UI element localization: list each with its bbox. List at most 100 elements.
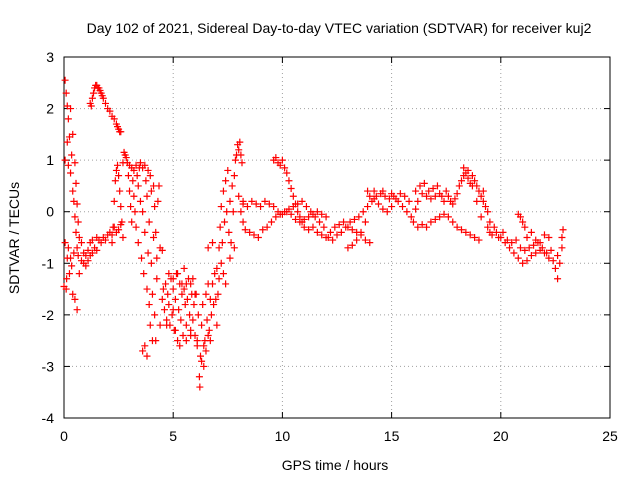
data-point	[187, 280, 195, 288]
data-point	[331, 223, 339, 231]
data-point	[128, 218, 136, 226]
data-point	[202, 290, 210, 298]
data-point	[206, 337, 214, 345]
data-point	[464, 174, 472, 182]
data-point	[457, 226, 465, 234]
data-point	[69, 187, 77, 195]
data-point	[226, 254, 234, 262]
data-point	[207, 311, 215, 319]
y-tick-label: -1	[42, 255, 55, 271]
data-point	[427, 218, 435, 226]
data-point	[230, 244, 238, 252]
data-point	[309, 223, 317, 231]
chart-title: Day 102 of 2021, Sidereal Day-to-day VTE…	[87, 20, 592, 36]
data-point	[165, 301, 173, 309]
data-point	[516, 244, 524, 252]
data-point	[141, 228, 149, 236]
data-point	[449, 218, 457, 226]
data-point	[466, 231, 474, 239]
data-point	[193, 337, 201, 345]
data-point	[117, 128, 125, 136]
data-point	[144, 249, 152, 257]
data-point	[219, 270, 227, 278]
data-point	[215, 244, 223, 252]
data-point	[143, 192, 151, 200]
data-point	[407, 213, 415, 221]
data-point	[423, 192, 431, 200]
data-point	[73, 200, 81, 208]
data-point	[388, 190, 396, 198]
data-point	[359, 208, 367, 216]
data-point	[536, 239, 544, 247]
data-point	[444, 213, 452, 221]
data-point	[159, 285, 167, 293]
data-point	[453, 190, 461, 198]
data-point	[61, 239, 69, 247]
data-point	[285, 177, 293, 185]
data-point	[429, 185, 437, 193]
data-point	[451, 195, 459, 203]
y-tick-label: 3	[46, 49, 54, 65]
data-point	[527, 228, 535, 236]
data-point	[209, 239, 217, 247]
data-point	[231, 156, 239, 164]
data-point	[350, 215, 358, 223]
data-point	[205, 326, 213, 334]
data-point	[146, 172, 154, 180]
data-point	[431, 215, 439, 223]
data-point	[392, 195, 400, 203]
data-point	[152, 228, 160, 236]
data-point	[235, 146, 243, 154]
data-point	[225, 228, 233, 236]
data-point	[364, 187, 372, 195]
data-point	[551, 264, 559, 272]
data-point	[108, 231, 116, 239]
data-point	[147, 187, 155, 195]
data-point	[174, 270, 182, 278]
data-point	[366, 192, 374, 200]
data-point	[440, 210, 448, 218]
data-point	[99, 94, 107, 102]
data-point	[70, 249, 78, 257]
data-point	[63, 138, 71, 146]
data-point	[554, 275, 562, 283]
data-point	[257, 203, 265, 211]
data-point	[212, 295, 220, 303]
data-point	[88, 94, 96, 102]
data-point	[164, 290, 172, 298]
data-point	[169, 306, 177, 314]
data-point	[163, 321, 171, 329]
data-point	[200, 362, 208, 370]
data-point	[333, 231, 341, 239]
data-point	[195, 373, 203, 381]
data-point	[416, 182, 424, 190]
data-point	[144, 166, 152, 174]
data-point	[364, 203, 372, 211]
data-point	[204, 244, 212, 252]
data-point	[158, 246, 166, 254]
data-point	[379, 187, 387, 195]
data-point	[122, 154, 130, 162]
data-point	[521, 223, 529, 231]
data-point	[180, 264, 188, 272]
data-point	[110, 115, 118, 123]
y-tick-label: -4	[42, 410, 55, 426]
data-point	[108, 239, 116, 247]
data-point	[117, 203, 125, 211]
data-point	[67, 254, 75, 262]
y-tick-label: -3	[42, 358, 55, 374]
data-point	[276, 161, 284, 169]
data-point	[179, 331, 187, 339]
data-point	[67, 169, 75, 177]
data-point	[64, 244, 72, 252]
data-point	[508, 239, 516, 247]
data-point	[74, 252, 82, 260]
data-point	[440, 197, 448, 205]
data-point	[63, 275, 71, 283]
data-point	[278, 156, 286, 164]
data-point	[160, 306, 168, 314]
data-point	[216, 223, 224, 231]
data-point	[383, 208, 391, 216]
data-point	[300, 223, 308, 231]
data-point	[287, 210, 295, 218]
